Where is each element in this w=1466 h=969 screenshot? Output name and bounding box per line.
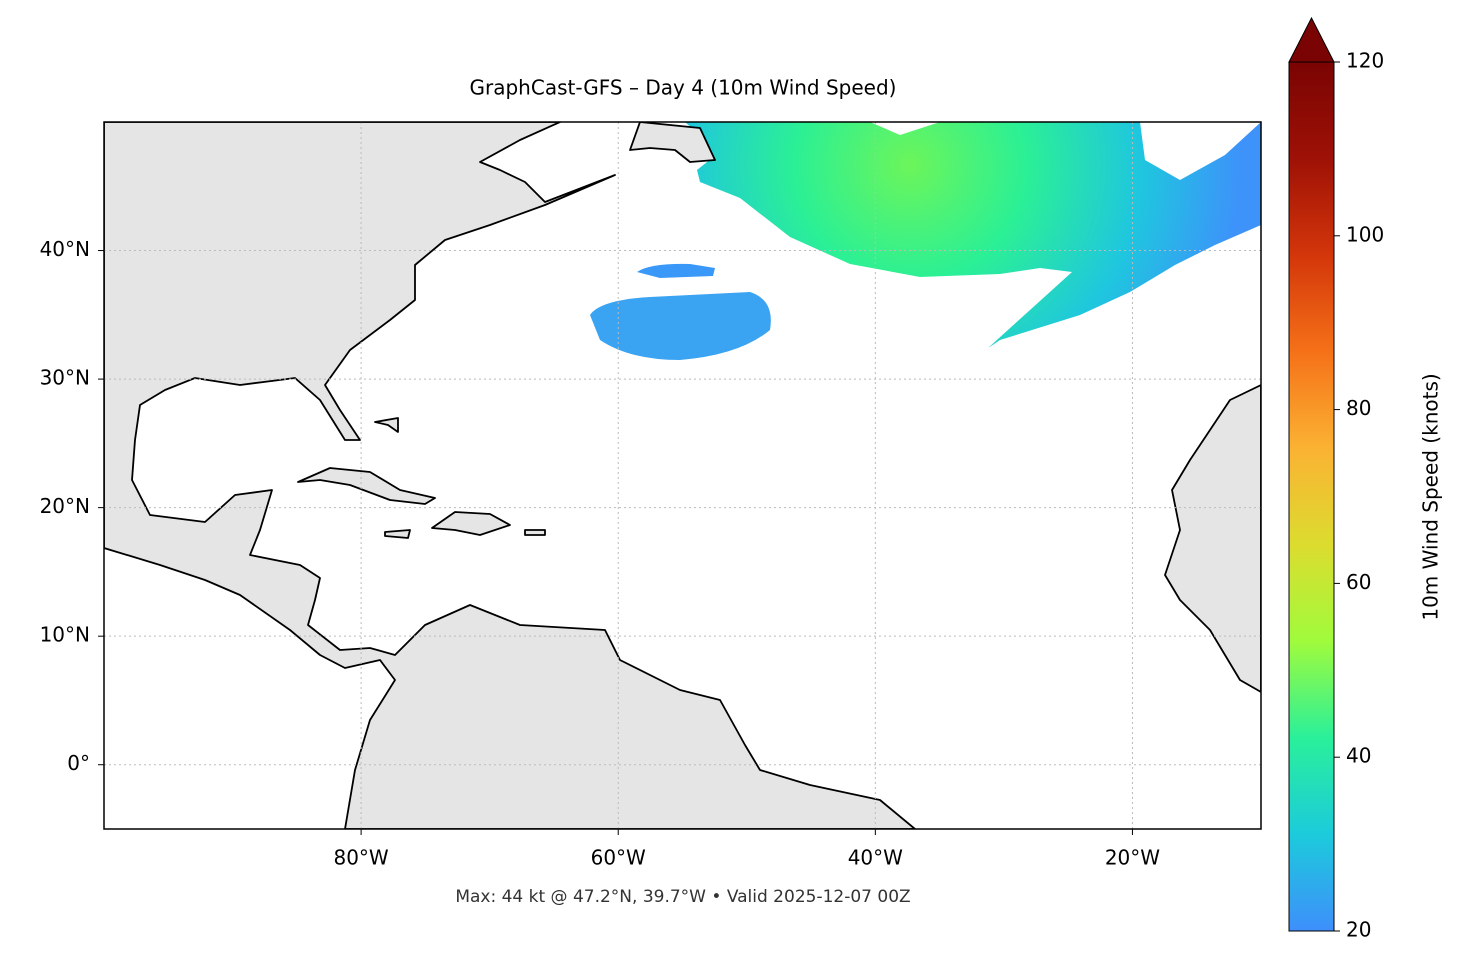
wind-field — [637, 263, 715, 278]
map — [104, 122, 1261, 829]
y-tick-label: 40°N — [40, 237, 90, 261]
wind-field — [685, 122, 1261, 348]
x-tick-label: 40°W — [848, 846, 903, 870]
x-tick-label: 80°W — [333, 846, 388, 870]
x-tick-label: 60°W — [591, 846, 646, 870]
annotation: Max: 44 kt @ 47.2°N, 39.7°W • Valid 2025… — [455, 887, 910, 907]
wind-field — [590, 292, 771, 360]
land — [104, 122, 916, 829]
colorbar-tick-label: 40 — [1346, 744, 1371, 768]
land — [374, 417, 546, 539]
colorbar — [1289, 62, 1334, 931]
colorbar-tick-label: 80 — [1346, 396, 1371, 420]
chart-title: GraphCast-GFS – Day 4 (10m Wind Speed) — [470, 76, 897, 100]
colorbar-extend — [1288, 16, 1335, 63]
colorbar-tick-label: 20 — [1346, 918, 1371, 942]
y-tick-label: 30°N — [40, 366, 90, 390]
y-tick-label: 10°N — [40, 623, 90, 647]
y-tick-label: 0° — [67, 751, 90, 775]
y-tick-label: 20°N — [40, 494, 90, 518]
colorbar-tick-label: 120 — [1346, 49, 1384, 73]
x-tick-label: 20°W — [1105, 846, 1160, 870]
colorbar-tick-label: 100 — [1346, 222, 1384, 246]
colorbar-tick-label: 60 — [1346, 570, 1371, 594]
land — [629, 122, 716, 163]
land — [1164, 384, 1261, 693]
land — [431, 511, 511, 536]
colorbar-label: 10m Wind Speed (knots) — [1419, 373, 1443, 620]
colorbar-frame — [1288, 61, 1335, 932]
land — [297, 467, 436, 505]
map-frame — [103, 121, 1262, 830]
